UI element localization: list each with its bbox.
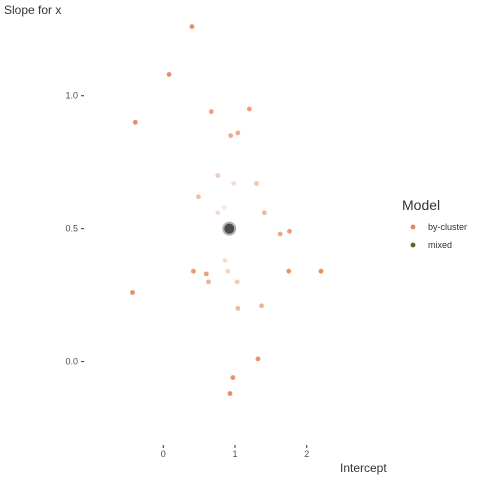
y-tick-label: 0.5 xyxy=(65,224,78,234)
x-tick-label: 1 xyxy=(232,449,237,459)
y-tick-label: 1.0 xyxy=(65,91,78,101)
y-axis-title: Slope for x xyxy=(4,3,61,17)
data-point-by-cluster xyxy=(203,271,209,277)
data-point-mixed xyxy=(224,223,235,234)
x-axis-title: Intercept xyxy=(340,461,387,475)
legend-label-by-cluster: by-cluster xyxy=(428,222,467,232)
data-point-by-cluster xyxy=(191,268,196,274)
data-point-by-cluster xyxy=(130,290,135,295)
data-point-by-cluster xyxy=(222,258,228,263)
data-point-by-cluster xyxy=(215,173,221,178)
data-point-by-cluster xyxy=(230,375,236,380)
x-tick-label: 0 xyxy=(161,449,166,459)
data-point-by-cluster xyxy=(206,279,211,285)
legend: Model by-cluster mixed xyxy=(402,197,467,250)
data-point-by-cluster xyxy=(227,391,233,396)
data-point-by-cluster xyxy=(287,228,292,234)
data-point-by-cluster xyxy=(235,130,241,136)
x-tick-label: 2 xyxy=(304,449,309,459)
data-point-by-cluster xyxy=(262,210,267,216)
data-point-by-cluster xyxy=(166,72,172,77)
data-point-by-cluster xyxy=(234,279,240,285)
data-point-by-cluster xyxy=(255,356,261,362)
data-point-by-cluster xyxy=(259,303,264,309)
data-point-by-cluster xyxy=(132,119,138,125)
data-point-by-cluster xyxy=(189,24,195,30)
data-point-by-cluster xyxy=(196,194,201,200)
data-point-by-cluster xyxy=(235,306,241,311)
data-point-by-cluster xyxy=(254,181,259,186)
y-tick-label: 0.0 xyxy=(65,357,78,367)
legend-key-mixed xyxy=(410,242,416,248)
data-point-by-cluster xyxy=(318,268,324,274)
y-axis: Slope for x 0.0 0.5 1.0 xyxy=(4,3,84,367)
data-point-by-cluster xyxy=(246,106,252,112)
data-point-by-cluster xyxy=(231,181,236,186)
data-point-by-cluster xyxy=(228,133,234,139)
legend-key-by-cluster xyxy=(410,224,416,230)
data-point-by-cluster xyxy=(208,109,214,115)
data-point-by-cluster xyxy=(286,268,292,274)
data-point-by-cluster xyxy=(215,210,221,216)
legend-label-mixed: mixed xyxy=(428,240,452,250)
data-points xyxy=(130,24,324,396)
x-axis: Intercept 0 1 2 xyxy=(161,445,387,475)
legend-title: Model xyxy=(402,197,440,213)
data-point-by-cluster xyxy=(225,268,231,274)
data-point-by-cluster xyxy=(277,231,283,237)
data-point-by-cluster xyxy=(221,205,227,210)
